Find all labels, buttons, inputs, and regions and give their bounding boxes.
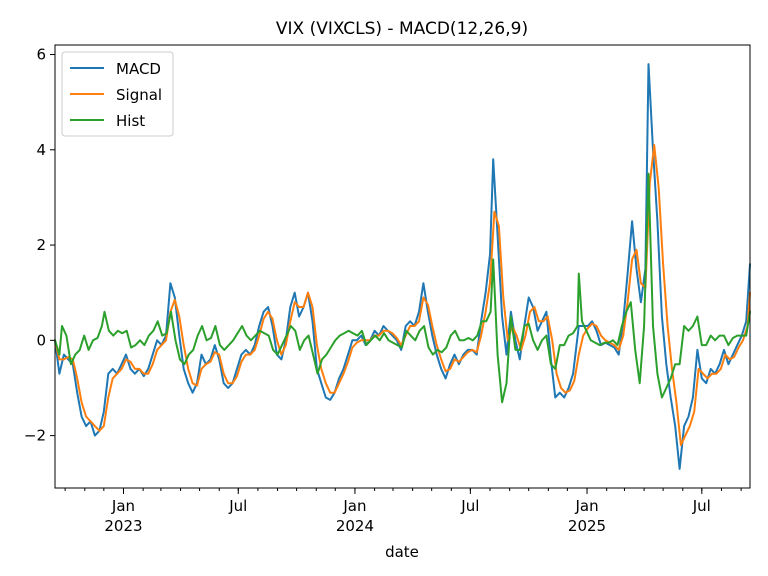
x-tick-year-label: 2025 <box>568 517 606 535</box>
x-tick-year-label: 2023 <box>104 517 142 535</box>
legend-label-hist: Hist <box>116 112 145 130</box>
x-tick-label: Jul <box>460 497 479 515</box>
legend-box <box>61 51 174 137</box>
y-tick-label: 2 <box>36 236 46 254</box>
legend: MACD Signal Hist <box>61 51 174 137</box>
x-axis-label: date <box>385 543 419 561</box>
plot-frame <box>54 44 751 489</box>
y-axis: −2 0 2 4 6 <box>24 46 55 445</box>
y-tick-label: −2 <box>24 427 46 445</box>
chart-title: VIX (VIXCLS) - MACD(12,26,9) <box>276 19 528 39</box>
x-tick-year-label: 2024 <box>336 517 374 535</box>
y-tick-label: 6 <box>36 46 46 64</box>
plot-lines <box>54 63 751 470</box>
series-line-hist <box>54 172 751 404</box>
legend-label-macd: MACD <box>116 60 161 78</box>
legend-label-signal: Signal <box>116 86 162 104</box>
x-tick-label: Jul <box>692 497 711 515</box>
y-tick-label: 4 <box>36 141 46 159</box>
x-tick-label: Jan <box>574 497 598 515</box>
x-axis: Jan 2023 Jul Jan 2024 Jul Jan 2025 Jul <box>64 488 742 535</box>
x-tick-label: Jul <box>228 497 247 515</box>
x-tick-label: Jan <box>342 497 366 515</box>
x-tick-label: Jan <box>111 497 135 515</box>
y-tick-label: 0 <box>36 331 46 349</box>
